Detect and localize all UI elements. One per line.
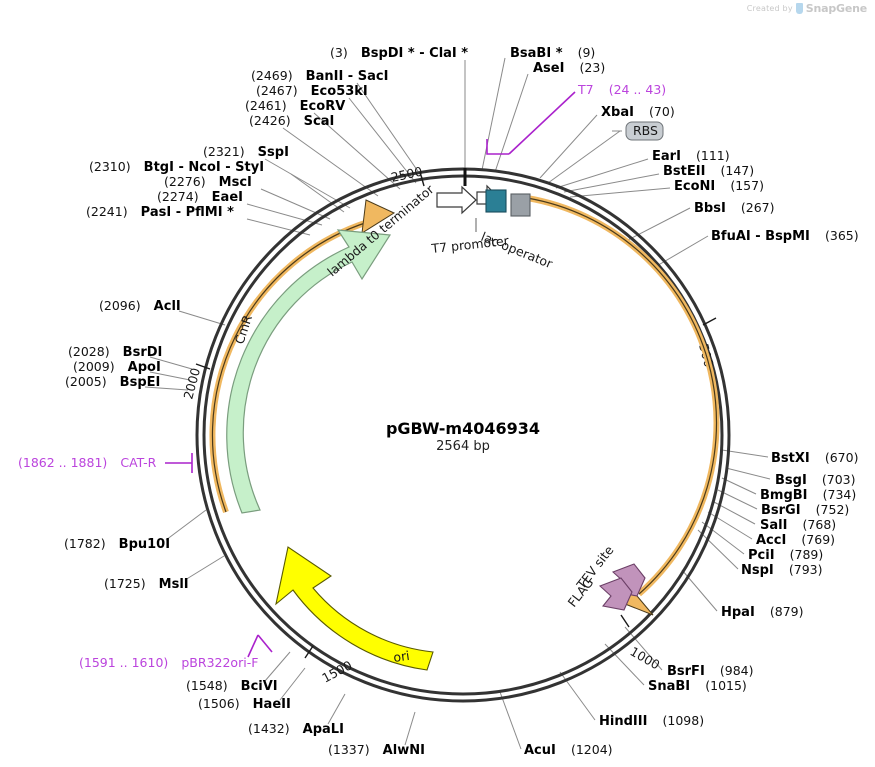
tick-label-2500: 2500 bbox=[390, 164, 424, 185]
enzyme-label-bsrdi[interactable]: (2028) BsrDI bbox=[68, 341, 162, 360]
watermark-created-by-label: Created by bbox=[746, 4, 793, 13]
enzyme-label-group-left: (2469) BanII - SacI (2467) Eco53kI (2461… bbox=[64, 65, 425, 758]
enzyme-label-acui[interactable]: AcuI (1204) bbox=[524, 739, 613, 758]
enzyme-label-eco53ki[interactable]: (2467) Eco53kI bbox=[256, 80, 368, 99]
enzyme-label-eaei[interactable]: (2274) EaeI bbox=[157, 186, 243, 205]
feature-label-ori: ori bbox=[392, 648, 410, 665]
primer-label-cat-r[interactable]: (1862 .. 1881) CAT-R bbox=[18, 452, 157, 471]
plasmid-size: 2564 bp bbox=[436, 439, 490, 454]
feature-label-lac-operator: lac operator bbox=[479, 229, 556, 272]
feature-flag-arrow[interactable] bbox=[598, 577, 633, 611]
enzyme-label-bsteii[interactable]: BstEII (147) bbox=[663, 160, 754, 179]
watermark-brand-label: SnapGene bbox=[805, 2, 867, 15]
enzyme-label-bsabi[interactable]: BsaBI * (9) bbox=[510, 42, 595, 61]
plasmid-backbone bbox=[195, 167, 731, 703]
primer-marks bbox=[165, 91, 576, 658]
enzyme-label-haeii[interactable]: (1506) HaeII bbox=[198, 693, 291, 712]
orf-arc-cmr bbox=[209, 199, 396, 514]
feature-cmr-arrow[interactable] bbox=[226, 229, 392, 514]
enzyme-label-bstxi[interactable]: BstXI (670) bbox=[771, 447, 858, 466]
position-ticks bbox=[195, 168, 717, 659]
enzyme-label-hpai[interactable]: HpaI (879) bbox=[721, 601, 804, 620]
enzyme-label-econi[interactable]: EcoNI (157) bbox=[674, 175, 764, 194]
enzyme-label-apoi[interactable]: (2009) ApoI bbox=[73, 356, 161, 375]
rbs-box[interactable] bbox=[510, 193, 531, 217]
lac-operator-box[interactable] bbox=[485, 189, 507, 213]
enzyme-label-scai[interactable]: (2426) ScaI bbox=[249, 110, 334, 129]
feature-ori-arrow[interactable] bbox=[275, 546, 434, 671]
enzyme-label-bsrgi[interactable]: BsrGI (752) bbox=[761, 499, 849, 518]
enzyme-label-group-right: BsaBI * (9) AseI (23) XbaI (70) EarI (11… bbox=[510, 42, 859, 758]
feature-tev-flag-arrows[interactable] bbox=[598, 563, 646, 611]
enzyme-label-nspi[interactable]: NspI (793) bbox=[741, 559, 822, 578]
enzyme-label-bpu10i[interactable]: (1782) Bpu10I bbox=[64, 533, 170, 552]
enzyme-name: BspDI * - ClaI * bbox=[361, 46, 468, 61]
enzyme-label-acci[interactable]: AccI (769) bbox=[756, 529, 835, 548]
enzyme-label-sspi[interactable]: (2321) SspI bbox=[203, 141, 289, 160]
page-title: pGBW-m4046934 bbox=[386, 419, 540, 438]
enzyme-label-eari[interactable]: EarI (111) bbox=[652, 145, 730, 164]
enzyme-label-bbsi[interactable]: BbsI (267) bbox=[694, 197, 775, 216]
enzyme-label-acli[interactable]: (2096) AclI bbox=[99, 295, 181, 314]
enzyme-label-bsrfi[interactable]: BsrFI (984) bbox=[667, 660, 754, 679]
enzyme-label-ecorv[interactable]: (2461) EcoRV bbox=[245, 95, 345, 114]
enzyme-label-sali[interactable]: SalI (768) bbox=[760, 514, 836, 533]
feature-top-boxes[interactable] bbox=[436, 184, 531, 232]
primer-label-t7[interactable]: T7 (24 .. 43) bbox=[577, 79, 666, 98]
enzyme-label-bsgi[interactable]: BsgI (703) bbox=[775, 469, 856, 488]
orf-arc-expression bbox=[526, 195, 720, 616]
enzyme-label-snabi[interactable]: SnaBI (1015) bbox=[648, 675, 747, 694]
primer-labels: T7 (24 .. 43) (1862 .. 1881) CAT-R (1591… bbox=[18, 79, 666, 671]
enzyme-label-hindiii[interactable]: HindIII (1098) bbox=[599, 710, 704, 729]
enzyme-label-bfuai-bspmi[interactable]: BfuAI - BspMI (365) bbox=[711, 225, 859, 244]
primer-label-pbr322ori-f[interactable]: (1591 .. 1610) pBR322ori-F bbox=[79, 652, 258, 671]
snapgene-watermark: Created by SnapGene bbox=[747, 2, 867, 15]
rbs-badge-label: RBS bbox=[633, 123, 658, 138]
enzyme-label-asei[interactable]: AseI (23) bbox=[533, 57, 605, 76]
enzyme-label-btgi-ncoi-styi[interactable]: (2310) BtgI - NcoI - StyI bbox=[89, 156, 264, 175]
enzyme-label-banii-saci[interactable]: (2469) BanII - SacI bbox=[251, 65, 388, 84]
enzyme-label-group-top: (3) BspDI * - ClaI * bbox=[330, 42, 468, 61]
enzyme-label-apali[interactable]: (1432) ApaLI bbox=[248, 718, 344, 737]
plasmid-center-title: pGBW-m4046934 2564 bp bbox=[386, 419, 540, 454]
tick-label-1000: 1000 bbox=[628, 644, 663, 673]
enzyme-label-bspei[interactable]: (2005) BspEI bbox=[65, 371, 160, 390]
rbs-badge[interactable]: RBS bbox=[625, 121, 664, 141]
terminator-arrow-icon bbox=[436, 185, 477, 215]
enzyme-label-bspdi-clai[interactable]: (3) BspDI * - ClaI * bbox=[330, 42, 468, 61]
enzyme-label-pcii[interactable]: PciI (789) bbox=[748, 544, 823, 563]
enzyme-label-msci[interactable]: (2276) MscI bbox=[164, 171, 252, 190]
enzyme-label-bmgbi[interactable]: BmgBI (734) bbox=[760, 484, 856, 503]
enzyme-label-bcivi[interactable]: (1548) BciVI bbox=[186, 675, 278, 694]
enzyme-label-msli[interactable]: (1725) MslI bbox=[104, 573, 189, 592]
enzyme-label-xbai[interactable]: XbaI (70) bbox=[601, 101, 675, 120]
enzyme-pos: (3) bbox=[330, 45, 348, 60]
snapgene-logo-icon bbox=[795, 3, 803, 14]
enzyme-label-pasi-pflmi[interactable]: (2241) PasI - PflMI * bbox=[86, 201, 234, 220]
enzyme-label-alwni[interactable]: (1337) AlwNI bbox=[328, 739, 425, 758]
